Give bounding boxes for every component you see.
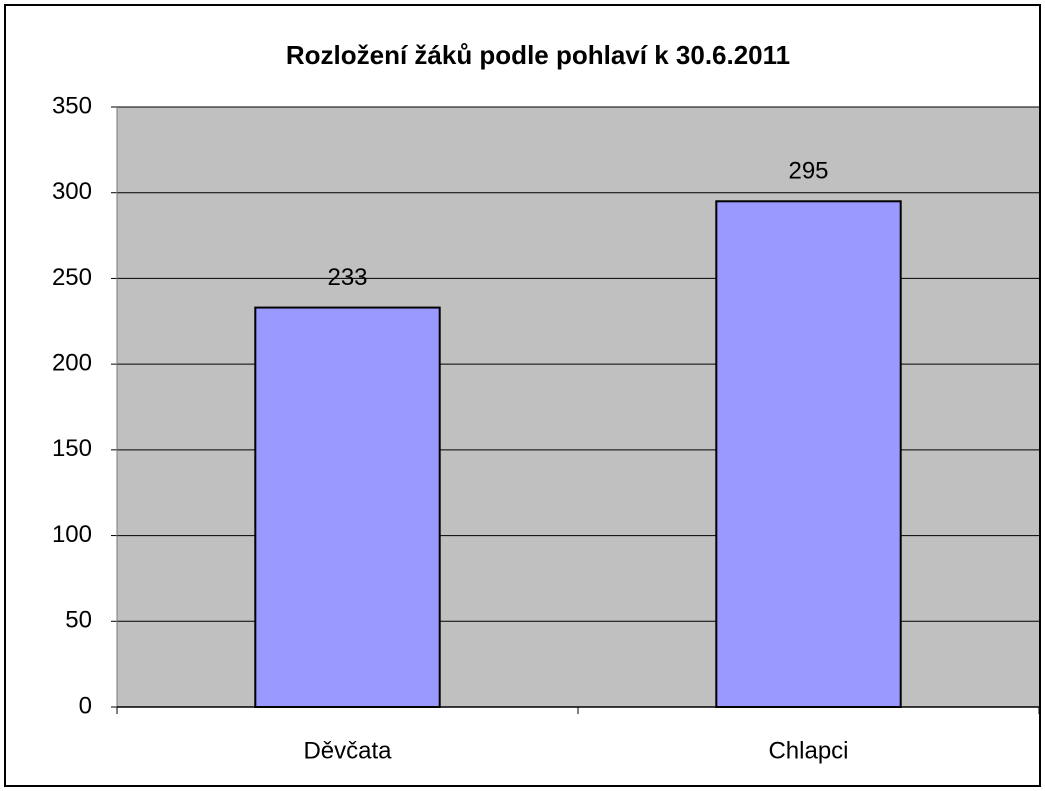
y-tick-label: 300 (52, 178, 92, 205)
y-tick-label: 350 (52, 92, 92, 119)
bar (715, 200, 902, 709)
y-tick-label: 100 (52, 521, 92, 548)
x-tick-label: Děvčata (303, 737, 392, 764)
x-tick-label: Chlapci (768, 737, 848, 764)
chart-title: Rozložení žáků podle pohlaví k 30.6.2011 (286, 40, 790, 70)
y-tick-label: 0 (79, 692, 92, 719)
bar (254, 306, 441, 708)
y-tick-label: 150 (52, 435, 92, 462)
y-tick-label: 50 (65, 607, 92, 634)
y-tick-label: 200 (52, 349, 92, 376)
data-label: 233 (327, 264, 367, 291)
data-label: 295 (788, 158, 828, 185)
y-tick-label: 250 (52, 264, 92, 291)
